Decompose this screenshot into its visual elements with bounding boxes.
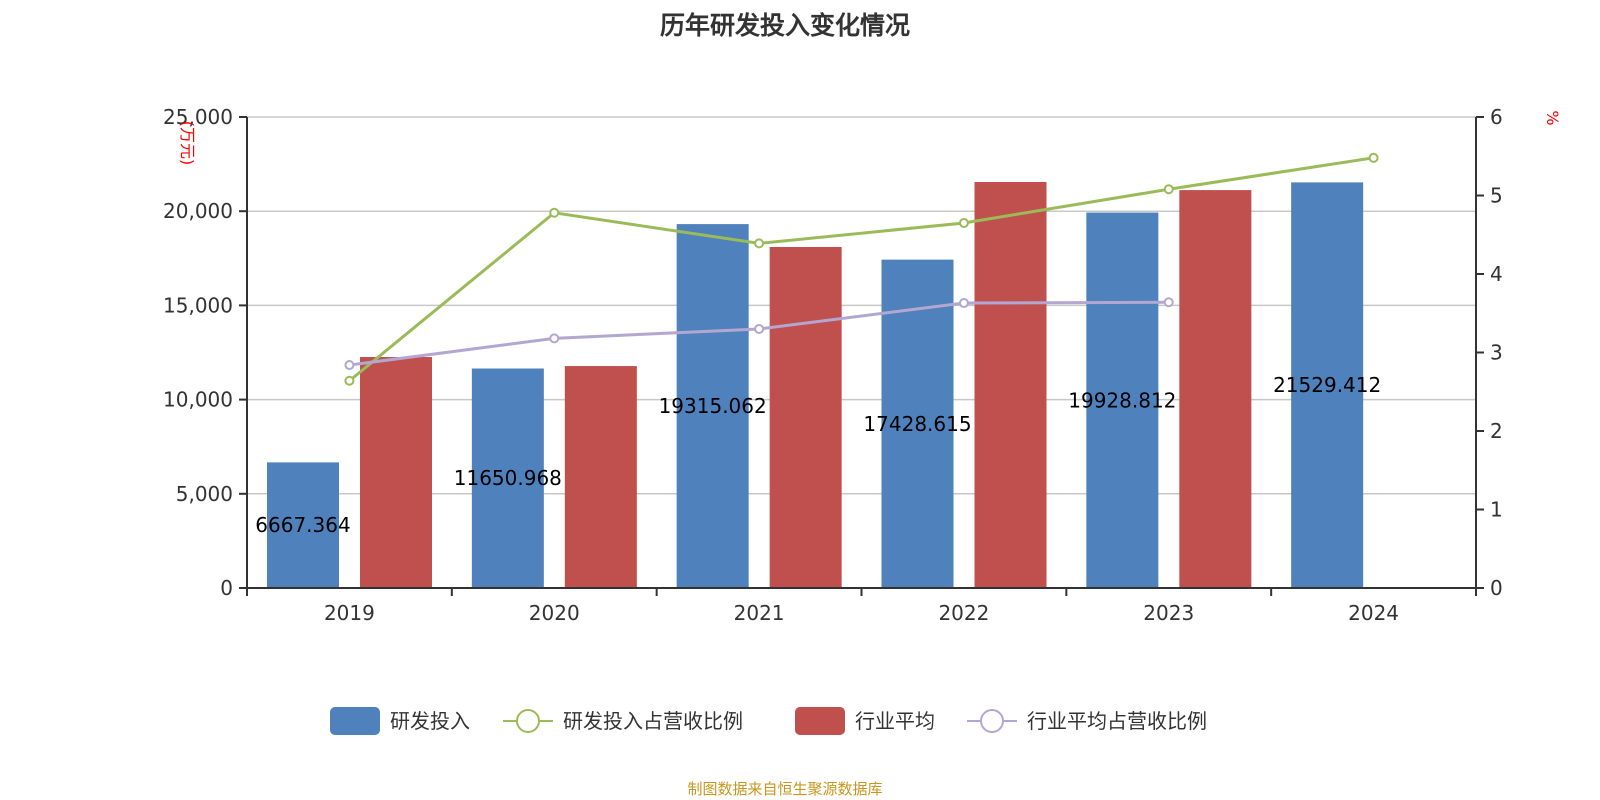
- y-left-tick-label: 20,000: [163, 199, 233, 223]
- line-point: [958, 298, 969, 309]
- y-left-axis-label: (万元): [178, 121, 197, 166]
- bar-industry-2022: [974, 181, 1047, 589]
- legend-label: 研发投入占营收比例: [563, 709, 743, 733]
- line-point: [549, 333, 560, 344]
- line-point: [344, 375, 355, 386]
- data-label: 19315.062: [659, 394, 767, 418]
- x-tick-label: 2024: [1348, 601, 1399, 625]
- y-right-tick-label: 5: [1490, 184, 1503, 208]
- x-tick-label: 2020: [529, 601, 580, 625]
- bar-rd-2022: [881, 259, 954, 588]
- bar-rd-2020: [471, 368, 544, 588]
- y-left-tick-label: 25,000: [163, 105, 233, 129]
- bar-rd-2024: [1291, 182, 1364, 589]
- bar-rd-2023: [1086, 212, 1159, 588]
- line-point: [549, 207, 560, 218]
- legend-swatch-bar: [330, 707, 380, 735]
- x-tick-label: 2023: [1143, 601, 1194, 625]
- y-left-tick-label: 0: [220, 576, 233, 600]
- line-point: [1163, 297, 1174, 308]
- line-point: [754, 323, 765, 334]
- bar-industry-2020: [564, 366, 637, 588]
- data-label: 6667.364: [255, 513, 350, 537]
- bar-industry-2021: [769, 246, 842, 588]
- legend-swatch-marker: [980, 709, 1004, 733]
- x-tick-label: 2021: [734, 601, 785, 625]
- data-label: 21529.412: [1273, 373, 1381, 397]
- legend-label: 研发投入: [390, 709, 470, 733]
- legend-label: 行业平均占营收比例: [1027, 709, 1207, 733]
- data-label: 17428.615: [863, 412, 971, 436]
- bar-industry-2019: [360, 357, 432, 588]
- y-right-tick-label: 2: [1490, 419, 1503, 443]
- line-point: [1163, 184, 1174, 195]
- x-tick-label: 2019: [324, 601, 375, 625]
- legend-label: 行业平均: [855, 709, 935, 733]
- y-right-tick-label: 6: [1490, 105, 1503, 129]
- line-point: [958, 217, 969, 228]
- bar-industry-2023: [1179, 190, 1252, 589]
- bar-rd-2019: [267, 462, 339, 588]
- line-point: [754, 238, 765, 249]
- y-left-tick-label: 15,000: [163, 293, 233, 317]
- y-right-tick-label: 0: [1490, 576, 1503, 600]
- y-left-tick-label: 5,000: [176, 482, 233, 506]
- legend-swatch-marker: [516, 709, 540, 733]
- bar-rd-2021: [676, 224, 749, 588]
- data-label: 11650.968: [454, 466, 562, 490]
- line-rd-ratio: [348, 156, 1374, 382]
- data-label: 19928.812: [1068, 388, 1176, 412]
- y-right-tick-label: 3: [1490, 341, 1503, 365]
- legend-swatch-bar: [795, 707, 845, 735]
- y-left-tick-label: 10,000: [163, 388, 233, 412]
- chart-title: 历年研发投入变化情况: [659, 11, 910, 40]
- y-right-tick-label: 4: [1490, 262, 1503, 286]
- y-right-tick-label: 1: [1490, 498, 1503, 522]
- line-point: [1368, 152, 1379, 163]
- y-right-axis-label: %: [1543, 110, 1562, 125]
- line-point: [344, 360, 355, 371]
- source-note: 制图数据来自恒生聚源数据库: [687, 780, 883, 798]
- x-tick-label: 2022: [938, 601, 989, 625]
